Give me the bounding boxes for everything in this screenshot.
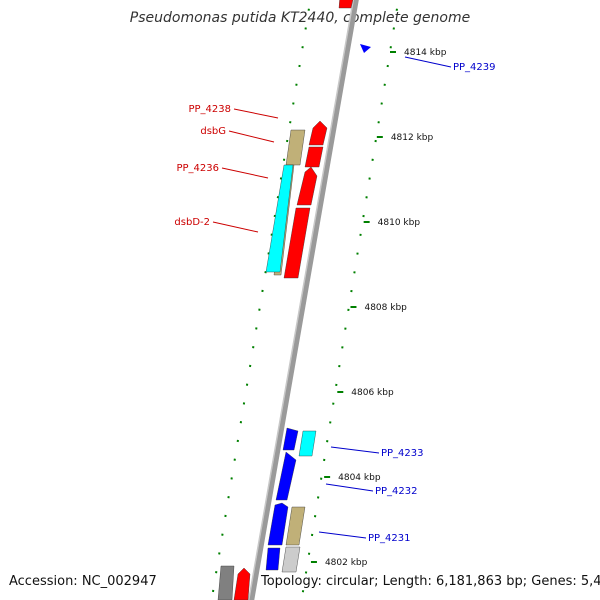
label-leader-line: [404, 56, 452, 68]
scale-tick-label: 4812 kbp: [391, 133, 434, 143]
gene-feature: [285, 129, 306, 166]
scale-tick-label: 4804 kbp: [338, 473, 381, 483]
gene-feature: [338, 0, 354, 9]
gene-feature: [285, 506, 306, 546]
gene-label: PP_4236: [176, 163, 219, 174]
genome-backbone: [249, 0, 359, 600]
gene-label: PP_4239: [453, 62, 496, 73]
label-leader-line: [330, 446, 380, 454]
gene-labels: PP_4239 PP_4238 dsbG PP_4236 dsbD-2 PP_4233 PP…: [174, 56, 496, 544]
scale-tick-label: 4802 kbp: [325, 558, 368, 568]
gene-feature: [304, 146, 324, 168]
scale-tick-label: 4806 kbp: [351, 388, 394, 398]
map-title: Pseudomonas putida KT2440, complete geno…: [130, 10, 470, 26]
topology-text: Topology: circular; Length: 6,181,863 bp…: [261, 574, 600, 589]
scale-tick-label: 4810 kbp: [378, 218, 421, 228]
outer-ring: [300, 0, 400, 600]
scale-ticks: 4814 kbp 4812 kbp 4810 kbp 4808 kbp 4806 kbp…: [310, 48, 447, 568]
gene-feature: [275, 451, 297, 501]
gene-feature: [281, 546, 301, 573]
gene-feature: [233, 567, 251, 600]
label-leader-line: [221, 167, 269, 179]
label-leader-line: [233, 108, 279, 119]
gene-feature: [298, 430, 317, 457]
strand-arrow-icon: [360, 44, 371, 53]
label-leader-line: [228, 130, 275, 143]
gene-label: PP_4233: [381, 448, 424, 459]
label-leader-line: [212, 221, 259, 233]
gene-label: dsbG: [200, 126, 226, 137]
label-leader-line: [318, 531, 367, 539]
accession-text: Accession: NC_002947: [9, 574, 157, 589]
gene-label: PP_4231: [368, 533, 411, 544]
genome-backbone-shadow: [247, 0, 355, 600]
gene-feature: [296, 166, 318, 206]
scale-tick-label: 4808 kbp: [364, 303, 407, 313]
gene-features: [217, 0, 354, 600]
gene-feature: [217, 565, 235, 600]
gene-label: PP_4238: [188, 104, 231, 115]
gene-feature: [265, 164, 294, 273]
gene-feature: [282, 427, 299, 451]
gene-feature: [283, 207, 311, 279]
gene-feature: [265, 547, 281, 571]
label-leader-line: [325, 483, 374, 492]
scale-tick-label: 4814 kbp: [404, 48, 447, 58]
gene-feature: [267, 502, 289, 546]
gene-label: dsbD-2: [174, 217, 210, 228]
gene-label: PP_4232: [375, 486, 418, 497]
gene-feature: [308, 120, 328, 146]
